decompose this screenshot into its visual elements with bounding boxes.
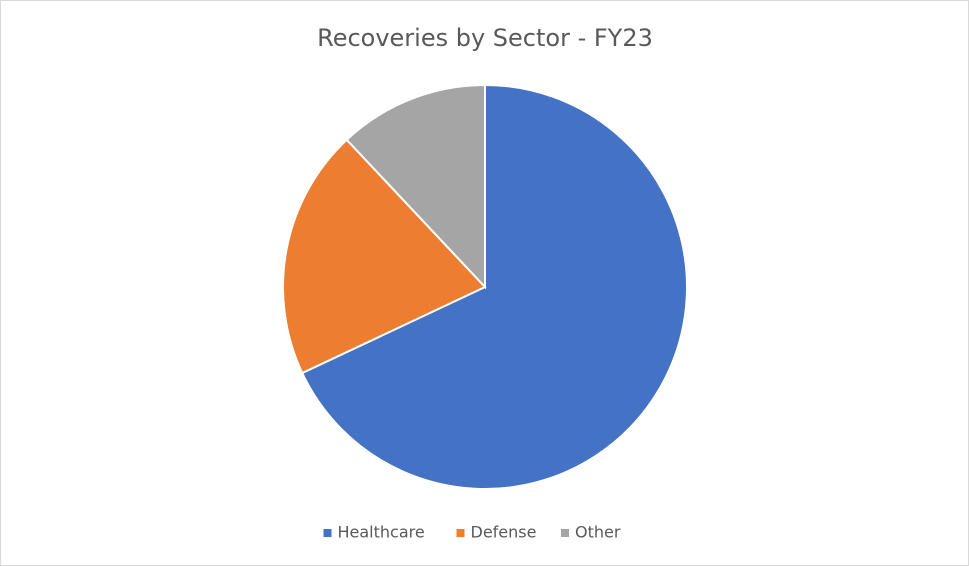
pie-slice [345,83,486,290]
legend-swatch [456,529,465,537]
pie-slice [300,83,688,490]
legend-swatch [323,529,332,537]
legend-label: Defense [471,523,537,542]
pie-slice [282,138,487,375]
legend-label: Other [575,523,621,542]
chart-title: Recoveries by Sector - FY23 [317,24,653,52]
legend-label: Healthcare [338,523,425,542]
legend-swatch [561,529,569,537]
